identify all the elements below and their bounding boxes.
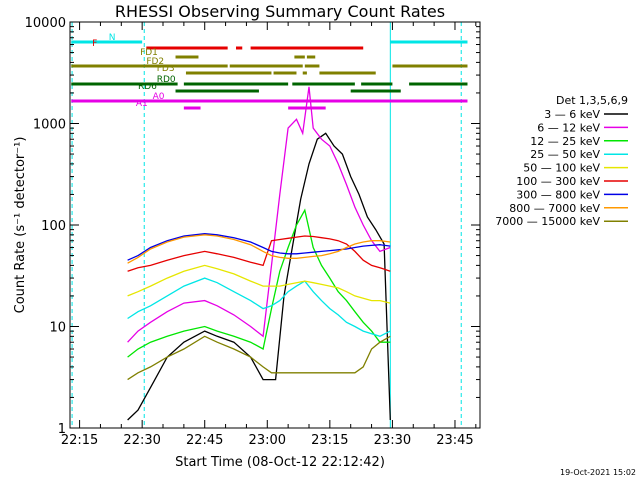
x-axis-label: Start Time (08-Oct-12 22:12:42) — [175, 455, 385, 470]
x-tick-label: 22:15 — [61, 433, 98, 448]
x-tick-label: 22:45 — [186, 433, 223, 448]
series-line-4 — [127, 264, 391, 304]
flag-label-fd2: FD2 — [146, 57, 164, 67]
y-tick-label: 1 — [58, 422, 66, 437]
flag-label-fd1: FD1 — [140, 48, 158, 58]
x-axis: 22:15 22:30 22:45 23:00 23:15 23:30 23:45 — [61, 22, 477, 448]
legend-label: 12 — 25 keV — [530, 135, 600, 148]
y-axis: 1 10 100 1000 10000 — [25, 16, 480, 437]
legend-label: 100 — 300 keV — [516, 175, 600, 188]
y-tick-label: 10 — [49, 321, 66, 336]
flag-label-n: N — [109, 33, 116, 43]
flag-label-rd0: RD0 — [157, 75, 176, 85]
legend-label: 50 — 100 keV — [523, 162, 600, 175]
x-tick-label: 23:00 — [249, 433, 286, 448]
legend-label: 6 — 12 keV — [537, 121, 600, 134]
series-line-5 — [127, 235, 391, 272]
legend-label: 3 — 6 keV — [544, 108, 600, 121]
chart-title: RHESSI Observing Summary Count Rates — [115, 2, 445, 21]
x-tick-label: 22:30 — [123, 433, 160, 448]
series-group — [127, 86, 391, 421]
series-line-2 — [127, 208, 391, 358]
series-line-1 — [127, 86, 391, 343]
legend-label: 25 — 50 keV — [530, 148, 600, 161]
y-tick-label: 10000 — [25, 16, 66, 31]
flag-label-a1: A1 — [136, 99, 148, 109]
series-line-3 — [127, 277, 391, 337]
series-line-0 — [127, 132, 391, 421]
legend-label: 7000 — 15000 keV — [495, 215, 600, 228]
flag-label-a0: A0 — [153, 92, 165, 102]
y-axis-label: Count Rate (s⁻¹ detector⁻¹) — [13, 137, 28, 314]
legend-label: 800 — 7000 keV — [509, 202, 600, 215]
footer-timestamp: 19-Oct-2021 15:02 — [560, 468, 636, 477]
legend-title: Det 1,3,5,6,9 — [556, 94, 628, 107]
flag-label-fd3: FD3 — [157, 64, 175, 74]
series-line-8 — [127, 335, 391, 381]
flag-label-f: F — [92, 39, 97, 49]
legend-label: 300 — 800 keV — [516, 188, 600, 201]
x-tick-label: 23:45 — [436, 433, 473, 448]
x-tick-label: 23:30 — [374, 433, 411, 448]
series-line-7 — [127, 234, 391, 264]
flag-label-rd6: RD6 — [138, 82, 157, 92]
series-line-6 — [127, 233, 391, 261]
x-tick-label: 23:15 — [311, 433, 348, 448]
y-tick-label: 100 — [41, 219, 66, 234]
y-tick-label: 1000 — [33, 118, 66, 133]
